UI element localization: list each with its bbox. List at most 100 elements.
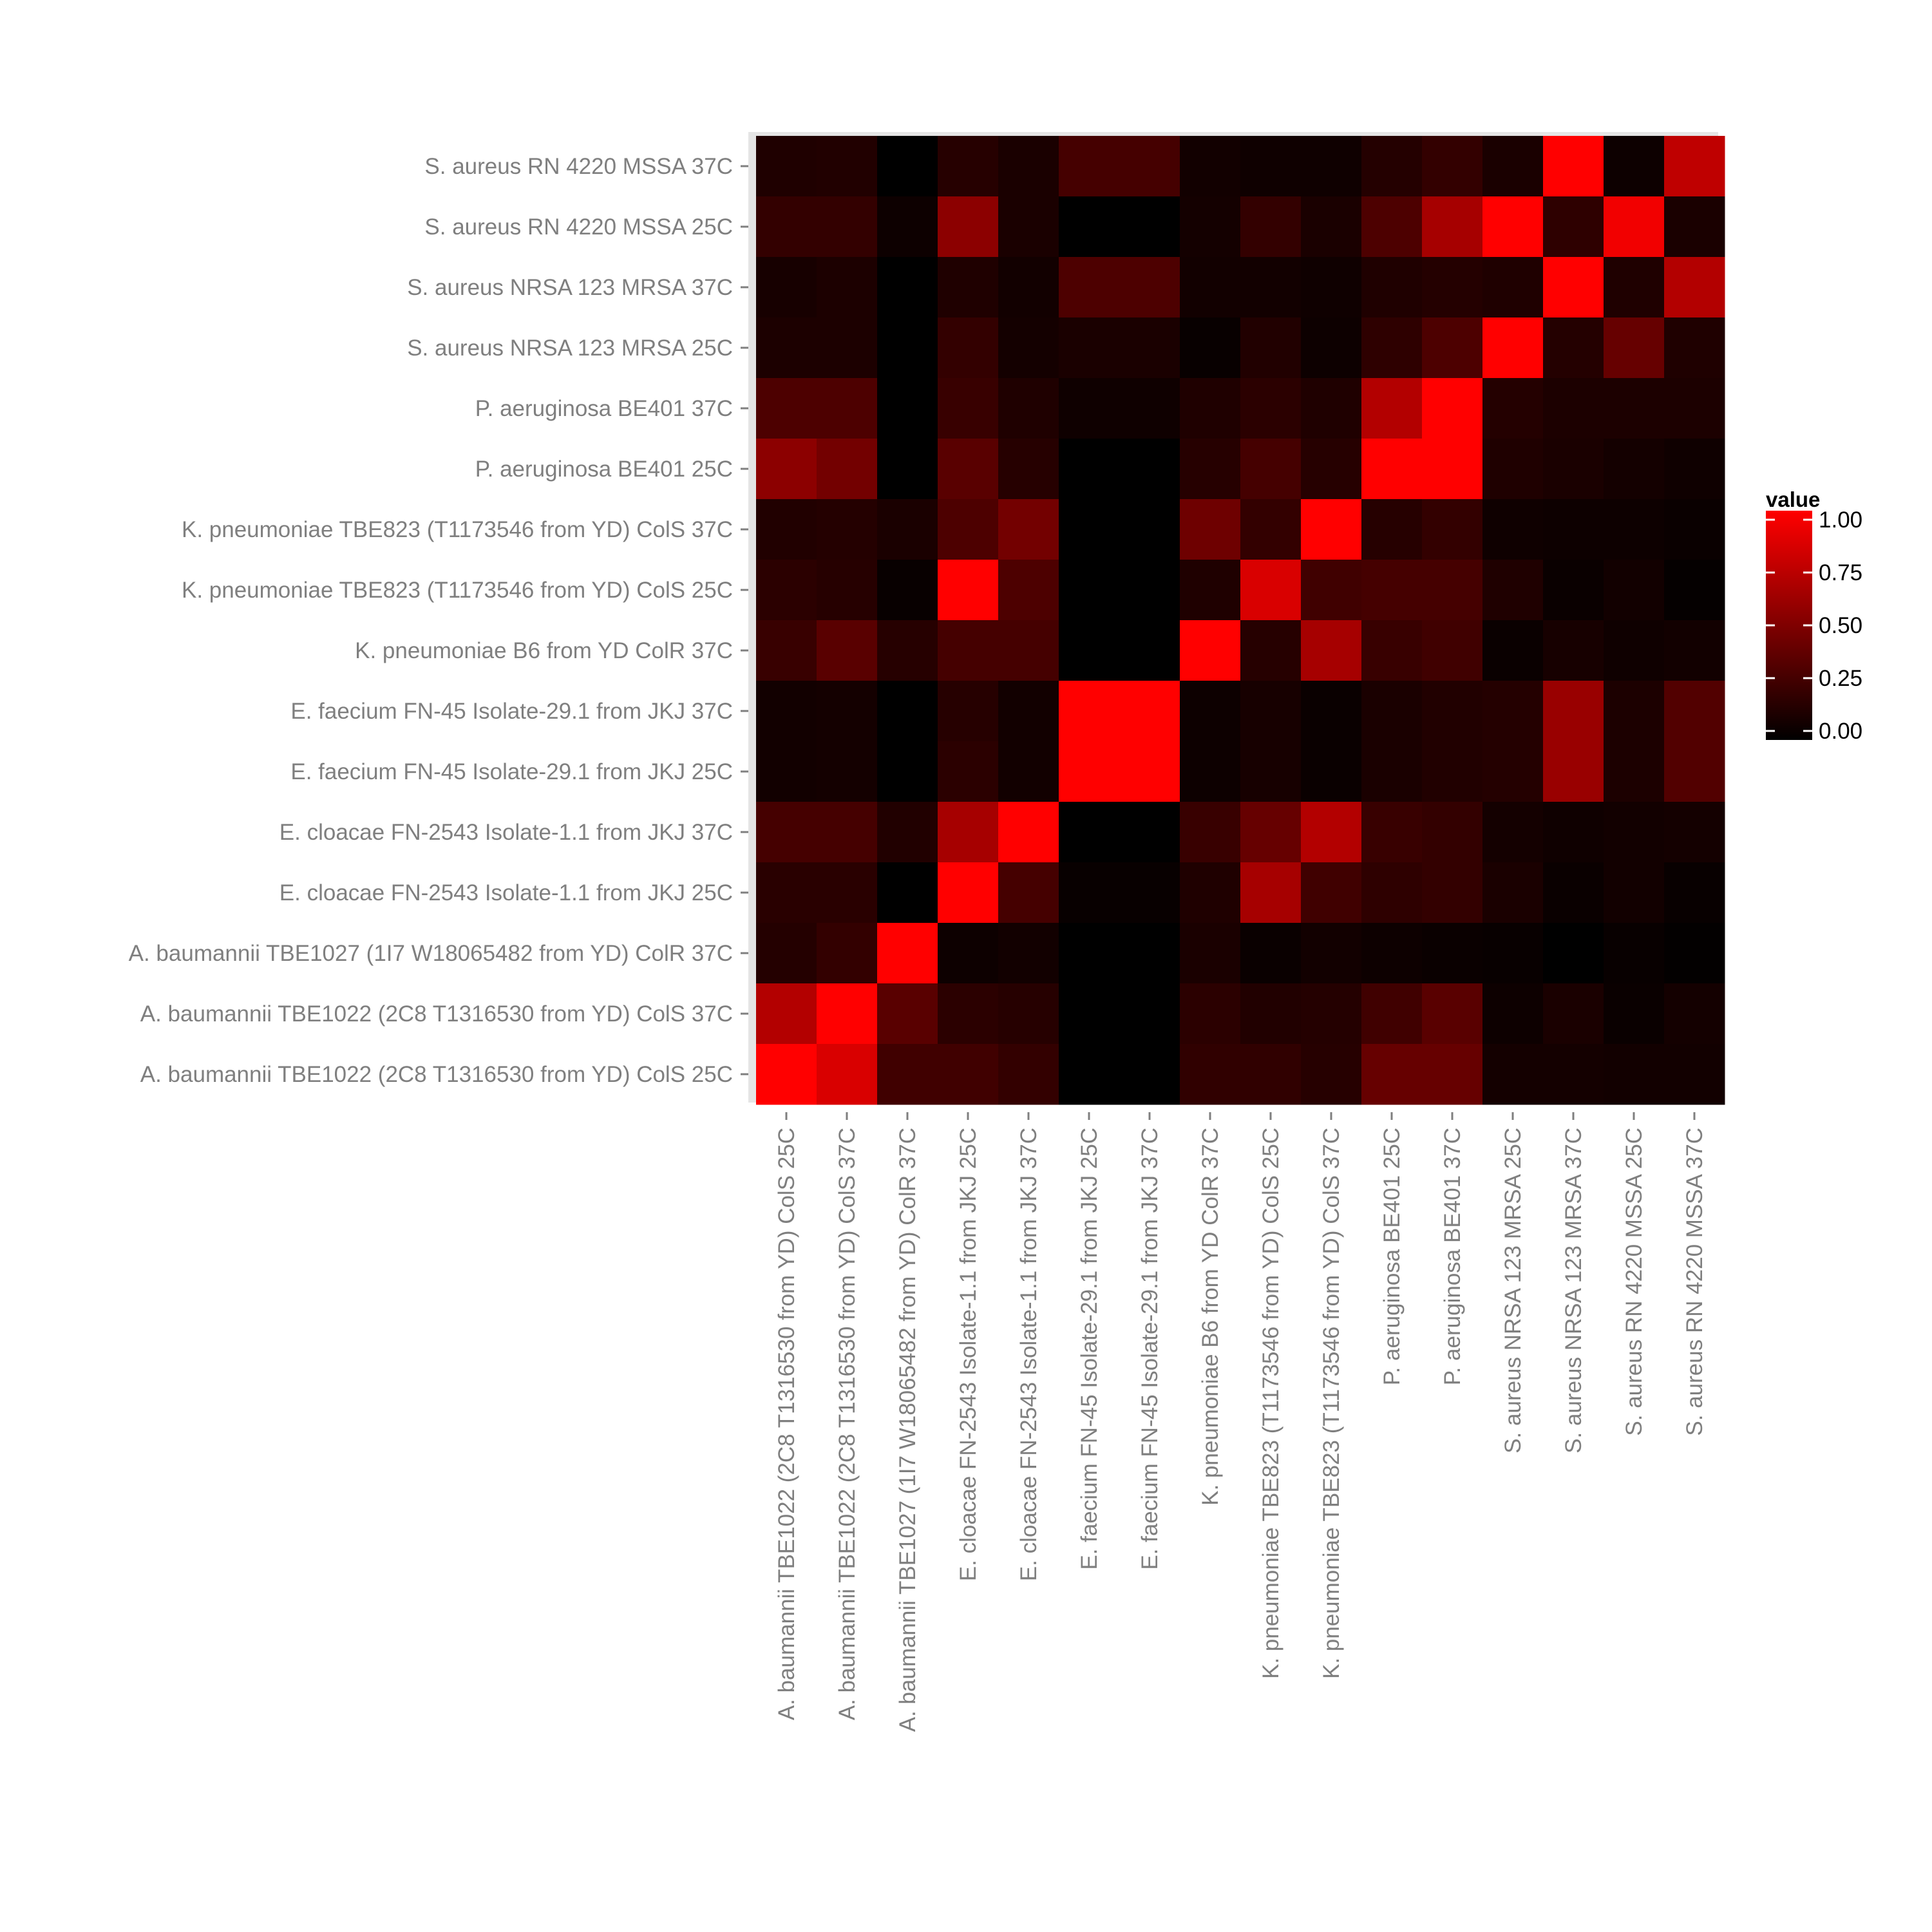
heatmap-cell: [1119, 378, 1180, 439]
heatmap-cell: [1361, 983, 1423, 1045]
heatmap-cell: [1422, 1044, 1483, 1105]
heatmap-cell: [1240, 802, 1302, 863]
heatmap-cell: [1301, 862, 1362, 923]
heatmap-cell: [1240, 378, 1302, 439]
heatmap-cell: [1482, 1044, 1544, 1105]
heatmap-cell: [756, 499, 817, 560]
heatmap-cell: [1422, 681, 1483, 742]
heatmap-cell: [877, 317, 938, 379]
heatmap-cell: [1482, 741, 1544, 802]
heatmap-cell: [1240, 196, 1302, 258]
heatmap-cell: [1482, 681, 1544, 742]
heatmap-cell: [1180, 681, 1241, 742]
x-axis-label: E. cloacae FN-2543 Isolate-1.1 from JKJ …: [1016, 1128, 1041, 1581]
heatmap-cell: [1180, 1044, 1241, 1105]
heatmap-cell: [756, 802, 817, 863]
heatmap-cell: [1361, 620, 1423, 681]
heatmap-cell: [1543, 257, 1604, 318]
heatmap-cell: [1543, 196, 1604, 258]
heatmap-cell: [938, 257, 999, 318]
heatmap-cell: [817, 136, 878, 197]
heatmap-cell: [877, 1044, 938, 1105]
heatmap-cell: [1543, 741, 1604, 802]
heatmap-cell: [1240, 681, 1302, 742]
heatmap-cell: [1119, 317, 1180, 379]
heatmap-cell: [1180, 136, 1241, 197]
heatmap-cell: [877, 257, 938, 318]
heatmap-cell: [1119, 136, 1180, 197]
heatmap-cell: [998, 378, 1059, 439]
heatmap-cell: [877, 439, 938, 500]
heatmap-cell: [998, 257, 1059, 318]
heatmap-cell: [756, 378, 817, 439]
heatmap-cell: [1482, 983, 1544, 1045]
heatmap-cell: [1422, 862, 1483, 923]
heatmap-cell: [1604, 560, 1665, 621]
heatmap-cell: [998, 983, 1059, 1045]
heatmap-cell: [1543, 136, 1604, 197]
heatmap-cell: [817, 681, 878, 742]
heatmap-cell: [1604, 802, 1665, 863]
y-axis-label: K. pneumoniae B6 from YD ColR 37C: [355, 638, 733, 663]
heatmap-cell: [1180, 983, 1241, 1045]
heatmap-cell: [756, 862, 817, 923]
heatmap-cell: [1604, 862, 1665, 923]
heatmap-cell: [1301, 741, 1362, 802]
heatmap-cell: [756, 741, 817, 802]
heatmap-cell: [1240, 317, 1302, 379]
heatmap-cell: [1482, 196, 1544, 258]
heatmap-cell: [756, 196, 817, 258]
heatmap-cell: [1240, 923, 1302, 984]
heatmap-cell: [1240, 862, 1302, 923]
heatmap-cell: [1240, 983, 1302, 1045]
heatmap-cell: [756, 439, 817, 500]
heatmap-cell: [1482, 802, 1544, 863]
heatmap-cell: [1301, 1044, 1362, 1105]
y-axis-label: E. faecium FN-45 Isolate-29.1 from JKJ 2…: [290, 759, 733, 784]
heatmap-cell: [1059, 1044, 1120, 1105]
heatmap-cell: [1604, 136, 1665, 197]
heatmap-cell: [1664, 136, 1725, 197]
heatmap-cell: [1361, 257, 1423, 318]
heatmap-cell: [998, 923, 1059, 984]
heatmap-cell: [1543, 378, 1604, 439]
heatmap-cell: [1543, 439, 1604, 500]
heatmap-cell: [1543, 802, 1604, 863]
x-axis-label: P. aeruginosa BE401 25C: [1379, 1128, 1405, 1385]
heatmap-cell: [938, 196, 999, 258]
heatmap-cell: [1422, 196, 1483, 258]
x-axis-label: S. aureus NRSA 123 MRSA 37C: [1561, 1128, 1586, 1454]
heatmap-cell: [938, 136, 999, 197]
heatmap-cell: [1482, 499, 1544, 560]
heatmap-cell: [1543, 983, 1604, 1045]
heatmap-cell: [1301, 802, 1362, 863]
heatmap-cell: [1604, 983, 1665, 1045]
y-axis-label: E. cloacae FN-2543 Isolate-1.1 from JKJ …: [279, 820, 733, 845]
y-axis-label: P. aeruginosa BE401 37C: [475, 396, 733, 421]
heatmap-cell: [1301, 257, 1362, 318]
heatmap-cell: [1664, 317, 1725, 379]
heatmap-cell: [1180, 257, 1241, 318]
heatmap-cell: [1543, 923, 1604, 984]
heatmap-cell: [1059, 196, 1120, 258]
heatmap-cell: [1422, 499, 1483, 560]
heatmap-cell: [998, 802, 1059, 863]
heatmap-cell: [877, 560, 938, 621]
heatmap-cell: [1119, 620, 1180, 681]
heatmap-cell: [1119, 196, 1180, 258]
heatmap-cell: [1180, 560, 1241, 621]
y-axis: S. aureus RN 4220 MSSA 37C S. aureus RN 4…: [129, 154, 748, 1087]
heatmap-cell: [1604, 257, 1665, 318]
heatmap-cell: [1059, 983, 1120, 1045]
heatmap-cell: [1422, 317, 1483, 379]
heatmap-cell: [1301, 317, 1362, 379]
heatmap-cell: [998, 741, 1059, 802]
heatmap-cell: [1361, 317, 1423, 379]
x-axis-label: E. faecium FN-45 Isolate-29.1 from JKJ 3…: [1137, 1128, 1162, 1570]
heatmap-cells: [756, 136, 1725, 1105]
heatmap-cell: [1301, 560, 1362, 621]
heatmap-cell: [877, 802, 938, 863]
heatmap-cell: [998, 439, 1059, 500]
heatmap-cell: [1180, 923, 1241, 984]
heatmap-cell: [1119, 983, 1180, 1045]
